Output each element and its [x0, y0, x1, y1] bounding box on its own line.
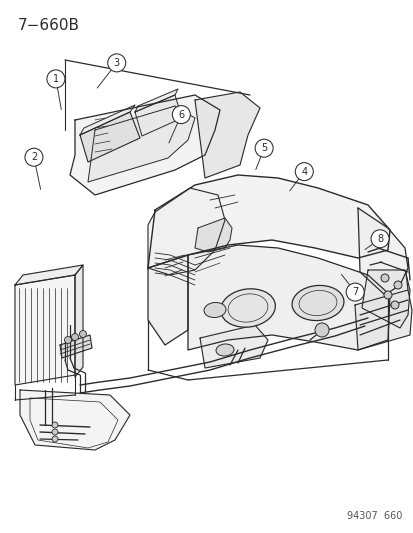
Polygon shape: [80, 112, 140, 162]
Circle shape: [52, 436, 58, 442]
Ellipse shape: [216, 344, 233, 356]
Text: 4: 4: [301, 167, 306, 176]
Text: 8: 8: [376, 234, 382, 244]
Polygon shape: [88, 106, 195, 182]
Circle shape: [380, 274, 388, 282]
Circle shape: [64, 336, 71, 343]
Polygon shape: [15, 265, 83, 285]
Circle shape: [254, 139, 273, 157]
Circle shape: [25, 148, 43, 166]
Circle shape: [345, 283, 363, 301]
Circle shape: [172, 106, 190, 124]
Circle shape: [383, 291, 391, 299]
Ellipse shape: [220, 289, 275, 327]
Circle shape: [107, 54, 126, 72]
Circle shape: [393, 281, 401, 289]
Text: 94307  660: 94307 660: [346, 511, 401, 521]
Circle shape: [52, 429, 58, 435]
Polygon shape: [15, 275, 75, 385]
Polygon shape: [135, 95, 182, 136]
Polygon shape: [361, 270, 409, 328]
Polygon shape: [195, 92, 259, 178]
Text: 3: 3: [114, 58, 119, 68]
Polygon shape: [147, 175, 389, 268]
Circle shape: [370, 230, 388, 248]
Circle shape: [52, 422, 58, 428]
Polygon shape: [199, 325, 267, 368]
Polygon shape: [188, 245, 389, 350]
Polygon shape: [147, 188, 224, 275]
Polygon shape: [20, 390, 130, 450]
Circle shape: [79, 330, 86, 337]
Circle shape: [71, 334, 78, 341]
Polygon shape: [147, 255, 188, 345]
Text: 7: 7: [351, 287, 358, 297]
Ellipse shape: [291, 285, 343, 320]
Polygon shape: [75, 265, 83, 377]
Circle shape: [314, 323, 328, 337]
Text: 6: 6: [178, 110, 184, 119]
Polygon shape: [60, 335, 92, 358]
Polygon shape: [357, 208, 407, 295]
Polygon shape: [354, 290, 411, 350]
Circle shape: [47, 70, 65, 88]
Text: 2: 2: [31, 152, 37, 162]
Text: 5: 5: [260, 143, 267, 153]
Circle shape: [390, 301, 398, 309]
Polygon shape: [70, 95, 219, 195]
Text: 7−660B: 7−660B: [18, 18, 80, 33]
Text: 1: 1: [53, 74, 59, 84]
Circle shape: [294, 163, 313, 181]
Ellipse shape: [204, 302, 225, 318]
Polygon shape: [80, 105, 135, 135]
Polygon shape: [195, 218, 231, 252]
Polygon shape: [135, 89, 178, 112]
